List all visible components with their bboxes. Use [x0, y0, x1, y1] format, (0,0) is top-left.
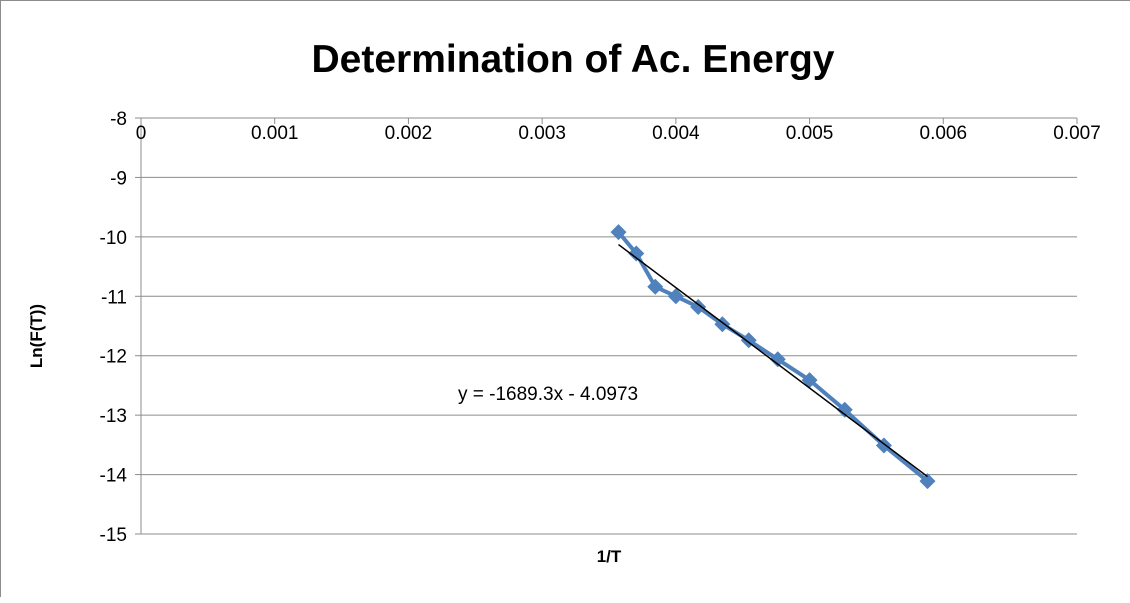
- data-point: [628, 245, 645, 262]
- data-point: [769, 351, 786, 368]
- y-tick-labels: -8 -9 -10 -11 -12 -13 -14 -15: [100, 109, 128, 546]
- x-tick-label: 0.002: [385, 123, 433, 144]
- data-point: [919, 473, 936, 490]
- trendline-equation: y = -1689.3x - 4.0973: [458, 384, 638, 405]
- gridlines: [141, 117, 1077, 476]
- y-tick-label: -11: [101, 287, 127, 308]
- y-tick-label: -10: [100, 228, 127, 249]
- x-tick-label: 0.001: [251, 123, 299, 144]
- data-series: [610, 224, 936, 490]
- y-tick-label: -14: [100, 466, 128, 487]
- data-point: [690, 298, 707, 315]
- x-tick-label: 0.004: [652, 123, 700, 144]
- data-point: [836, 401, 853, 418]
- y-tick-label: -12: [100, 347, 127, 368]
- chart-title: Determination of Ac. Energy: [312, 38, 835, 81]
- y-tick-label: -15: [100, 525, 127, 546]
- trendline-group: [618, 243, 928, 478]
- data-point: [801, 372, 818, 389]
- x-tick-labels: 0 0.001 0.002 0.003 0.004 0.005 0.006 0.007: [136, 123, 1101, 144]
- data-point: [740, 332, 757, 349]
- y-tick-label: -9: [110, 168, 127, 189]
- axes: [135, 117, 1078, 535]
- data-point: [647, 278, 664, 295]
- x-tick-label: 0.006: [920, 123, 968, 144]
- x-tick-label: 0.007: [1053, 123, 1101, 144]
- y-tick-label: -8: [110, 109, 127, 130]
- x-tick-label: 0: [136, 123, 147, 144]
- y-axis-title: Ln(F(T)): [27, 304, 46, 368]
- data-point: [667, 288, 684, 305]
- x-tick-label: 0.005: [786, 123, 834, 144]
- y-tick-label: -13: [100, 406, 127, 427]
- data-point: [610, 224, 627, 241]
- x-tick-label: 0.003: [518, 123, 566, 144]
- trendline: [618, 243, 928, 478]
- x-axis-title: 1/T: [597, 547, 622, 566]
